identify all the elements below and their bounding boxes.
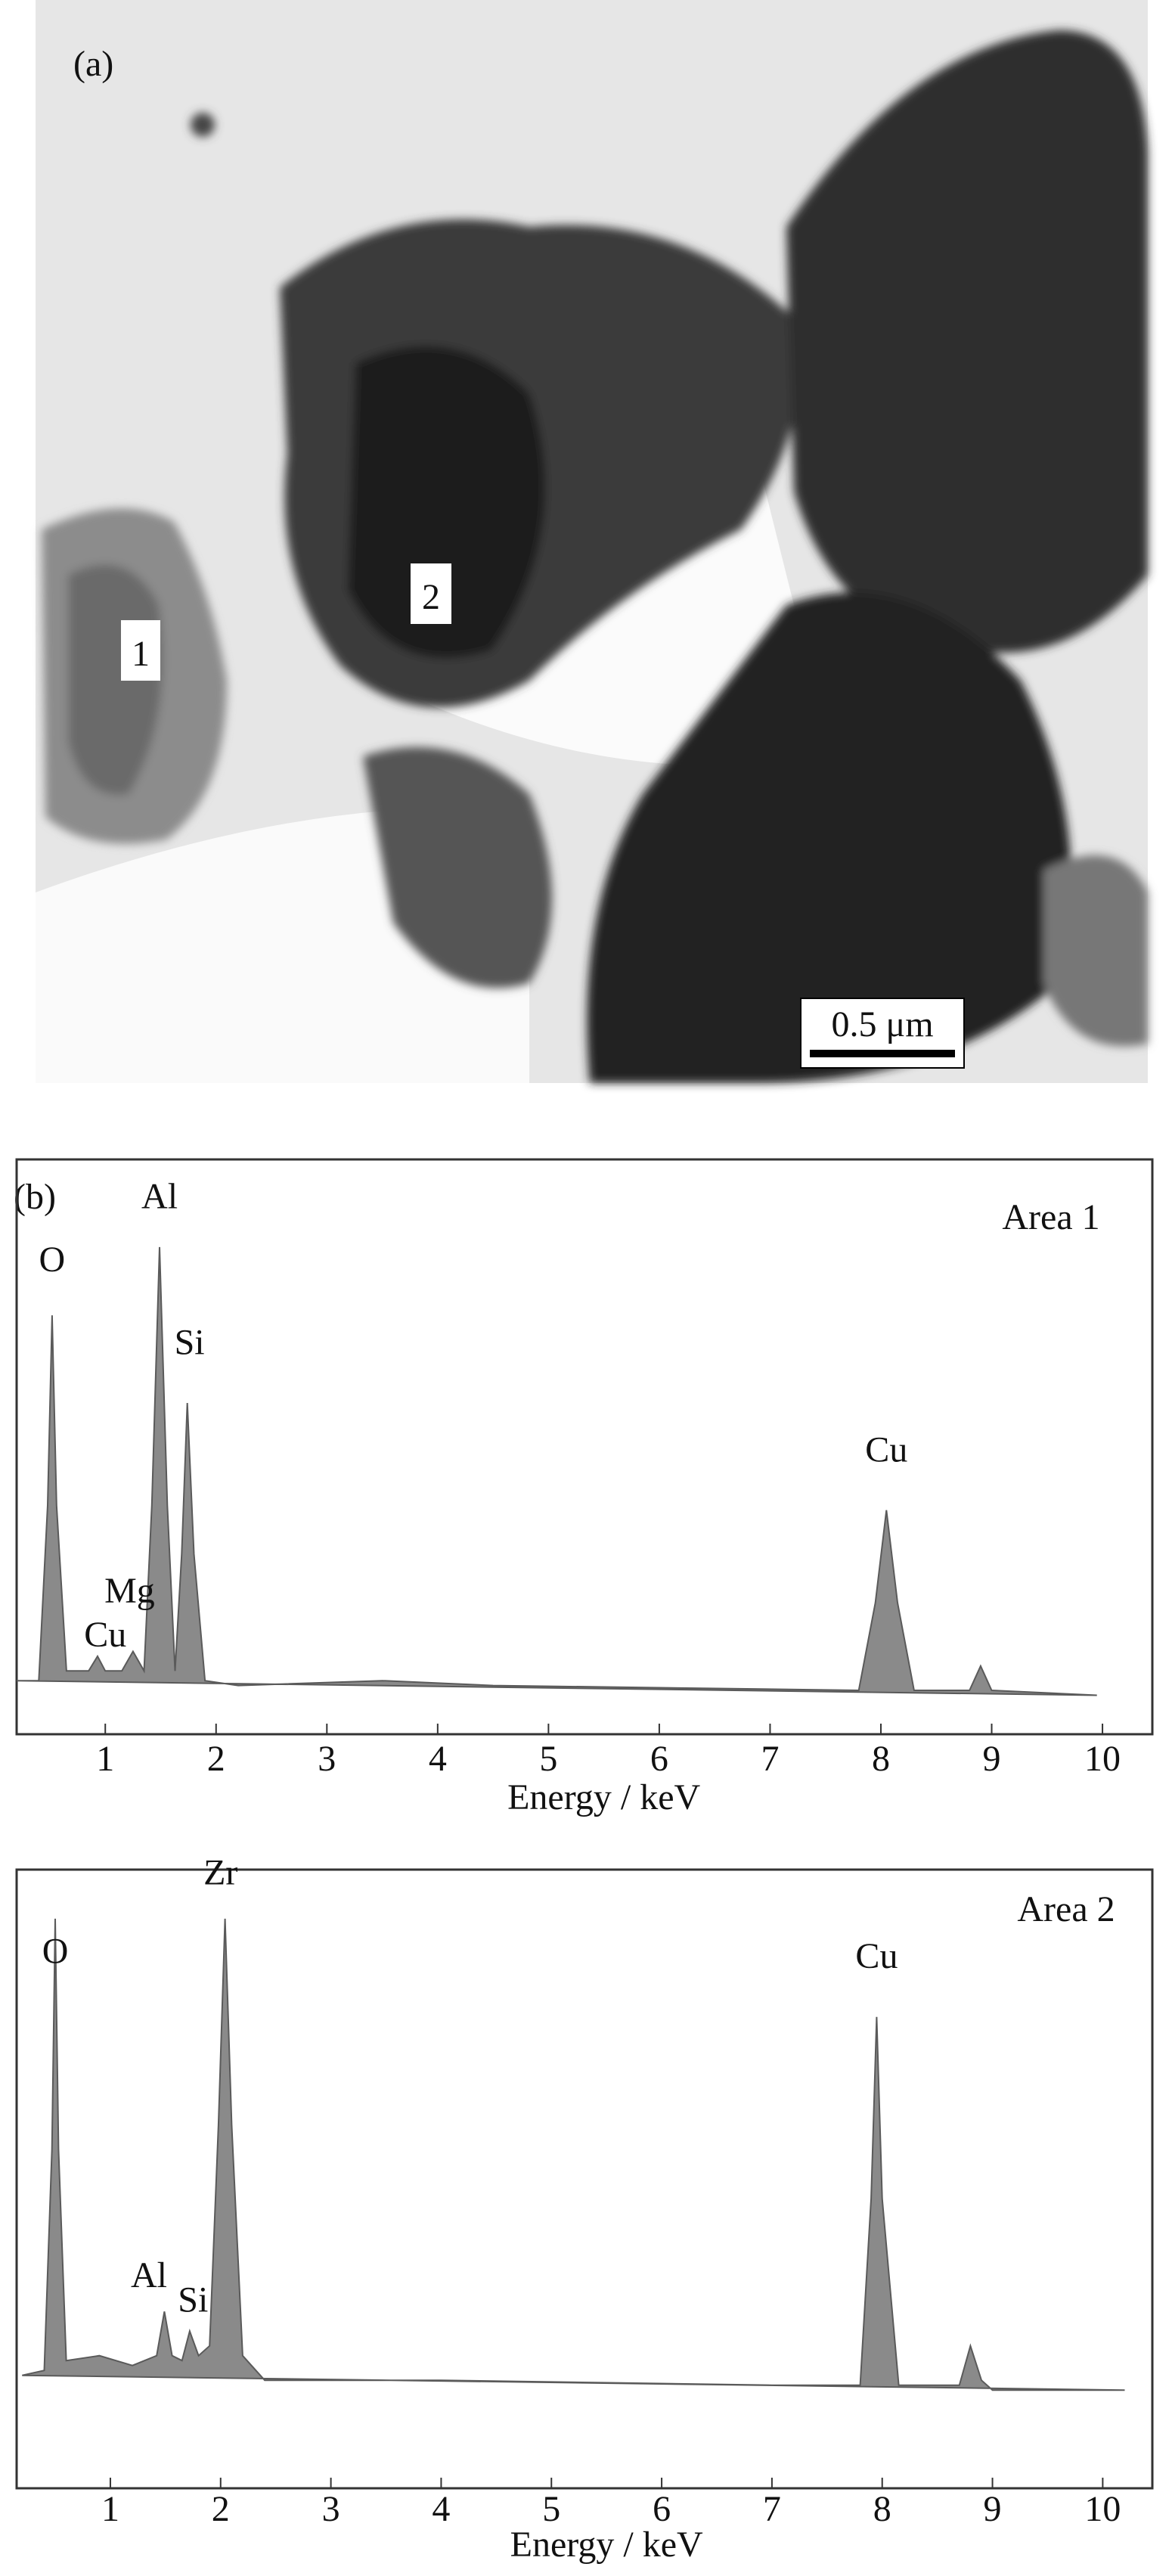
peak-label: Mg [104,1571,155,1611]
x-tick-label: 8 [873,2489,891,2529]
x-tick-label: 6 [653,2489,671,2529]
x-tick-label: 9 [983,1739,1001,1779]
x-tick-label: 6 [650,1739,668,1779]
x-tick-label: 7 [761,1739,779,1779]
peak-label: Cu [865,1429,907,1470]
panel-label: (a) [73,44,113,84]
x-tick-label: 5 [542,2489,560,2529]
area-marker: 1 [132,634,150,674]
peak-label: Si [175,1323,205,1363]
x-tick-label: 2 [207,1739,225,1779]
x-tick-label: 10 [1084,2489,1121,2529]
peak-label: Zr [203,1852,237,1892]
x-tick-label: 4 [432,2489,450,2529]
x-tick-label: 2 [212,2489,230,2529]
peak-label: Cu [84,1615,126,1655]
plot-frame [15,1158,1154,1736]
x-tick-label: 3 [322,2489,340,2529]
x-tick-label: 10 [1084,1739,1121,1779]
scale-bar-label: 0.5 μm [831,1004,933,1044]
x-tick-label: 1 [101,2489,119,2529]
peak-label: O [42,1931,69,1971]
area-marker: 2 [422,577,440,617]
peak-label: O [39,1240,66,1280]
panel-label: (b) [14,1177,56,1217]
peak-label: Cu [855,1936,898,1976]
plot-frame [15,1868,1154,2490]
spectrum [16,1246,1097,1696]
x-axis-label: Energy / keV [507,1777,700,1817]
annotation: Area 2 [1017,1889,1115,1929]
annotation: Area 1 [1002,1197,1099,1237]
spectrum [22,1918,1125,2391]
x-axis-label: Energy / keV [510,2525,703,2565]
x-tick-label: 4 [429,1739,447,1779]
x-tick-label: 7 [763,2489,781,2529]
scale-bar [810,1050,955,1057]
peak-label: Al [141,1176,178,1216]
x-tick-label: 3 [318,1739,336,1779]
peak-label: Al [131,2255,167,2295]
peak-label: Si [178,2280,208,2320]
x-tick-label: 8 [872,1739,890,1779]
x-tick-label: 1 [96,1739,114,1779]
micrograph: (a) 1 2 0.5 μm [36,0,1148,1083]
x-tick-label: 9 [984,2489,1002,2529]
x-tick-label: 5 [539,1739,557,1779]
